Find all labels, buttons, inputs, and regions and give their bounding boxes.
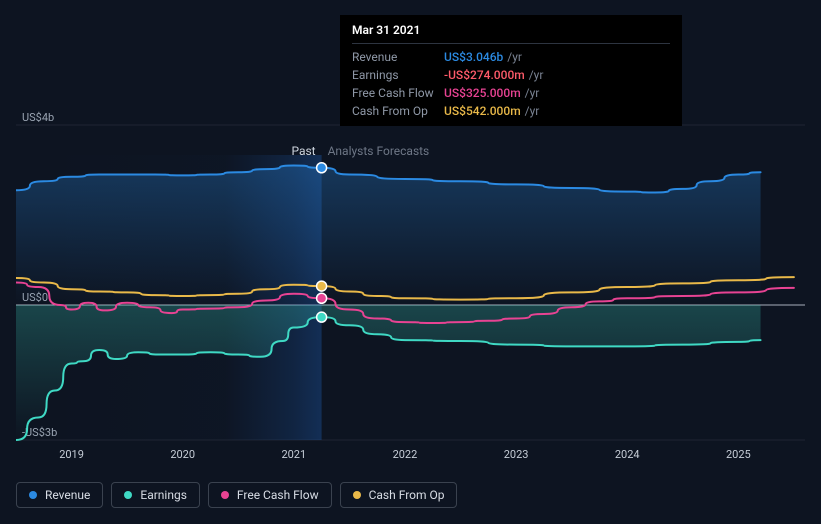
legend-item-fcf[interactable]: Free Cash Flow — [208, 482, 332, 508]
chart-tooltip: Mar 31 2021 RevenueUS$3.046b/yrEarnings-… — [340, 15, 682, 126]
x-tick-label: 2020 — [170, 448, 195, 461]
tooltip-row: Earnings-US$274.000m/yr — [352, 66, 670, 84]
tooltip-key: Revenue — [352, 50, 444, 64]
legend-dot — [221, 491, 229, 499]
tooltip-unit: /yr — [507, 50, 522, 64]
tooltip-value: -US$274.000m — [444, 68, 525, 82]
tooltip-rows: RevenueUS$3.046b/yrEarnings-US$274.000m/… — [352, 48, 670, 120]
tooltip-value: US$542.000m — [444, 104, 521, 118]
tooltip-row: Cash From OpUS$542.000m/yr — [352, 102, 670, 120]
tooltip-unit: /yr — [525, 86, 540, 100]
past-label: Past — [291, 144, 315, 158]
tooltip-key: Earnings — [352, 68, 444, 82]
legend-label: Cash From Op — [369, 488, 445, 502]
legend-label: Free Cash Flow — [237, 488, 319, 502]
legend-dot — [353, 491, 361, 499]
legend-item-earnings[interactable]: Earnings — [111, 482, 200, 508]
x-tick-label: 2024 — [615, 448, 640, 461]
x-tick-label: 2023 — [504, 448, 529, 461]
marker-earnings — [317, 312, 327, 322]
marker-fcf — [317, 293, 327, 303]
tooltip-value: US$3.046b — [444, 50, 503, 64]
tooltip-unit: /yr — [525, 104, 540, 118]
marker-cfo — [317, 281, 327, 291]
legend-item-cfo[interactable]: Cash From Op — [340, 482, 458, 508]
legend-label: Revenue — [45, 488, 90, 502]
x-tick-label: 2022 — [393, 448, 418, 461]
area-revenue — [16, 166, 761, 306]
x-tick-label: 2025 — [726, 448, 751, 461]
x-tick-label: 2019 — [59, 448, 84, 461]
y-tick-label: US$4b — [22, 111, 54, 124]
tooltip-row: RevenueUS$3.046b/yr — [352, 48, 670, 66]
legend-dot — [29, 491, 37, 499]
forecast-label: Analysts Forecasts — [328, 144, 430, 158]
legend-dot — [124, 491, 132, 499]
tooltip-key: Free Cash Flow — [352, 86, 444, 100]
tooltip-row: Free Cash FlowUS$325.000m/yr — [352, 84, 670, 102]
x-tick-label: 2021 — [281, 448, 306, 461]
tooltip-key: Cash From Op — [352, 104, 444, 118]
tooltip-date: Mar 31 2021 — [352, 23, 670, 44]
chart-legend: Revenue Earnings Free Cash Flow Cash From O… — [16, 482, 457, 508]
marker-revenue — [317, 163, 327, 173]
tooltip-unit: /yr — [529, 68, 544, 82]
legend-item-revenue[interactable]: Revenue — [16, 482, 103, 508]
tooltip-value: US$325.000m — [444, 86, 521, 100]
legend-label: Earnings — [140, 488, 187, 502]
